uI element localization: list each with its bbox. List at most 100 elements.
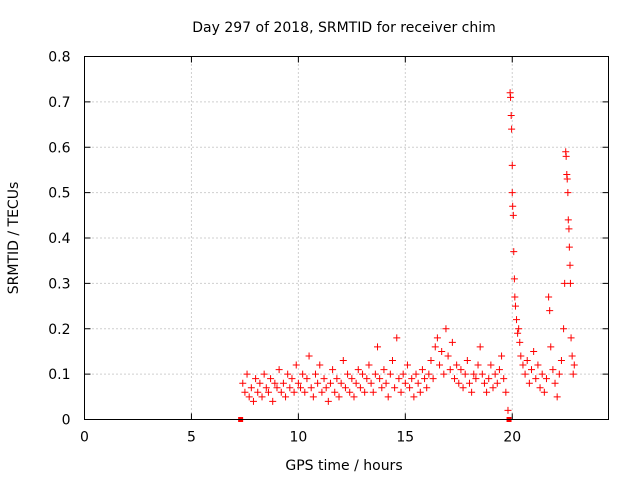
data-point [356, 384, 364, 392]
data-point [288, 375, 296, 383]
data-point [423, 384, 431, 392]
data-point [282, 393, 290, 401]
data-point [444, 352, 452, 360]
data-point [369, 388, 377, 396]
x-tick-label: 0 [80, 430, 89, 446]
data-point [429, 375, 437, 383]
data-point [509, 202, 517, 210]
data-point [470, 370, 478, 378]
data-point [440, 370, 448, 378]
data-point [566, 261, 574, 269]
data-point [567, 334, 575, 342]
data-point [359, 370, 367, 378]
data-points [238, 89, 578, 422]
data-point [546, 307, 554, 315]
data-point [311, 370, 319, 378]
data-point [279, 379, 287, 387]
data-point [388, 357, 396, 365]
data-point [371, 370, 379, 378]
data-point [519, 361, 527, 369]
x-tick-label: 5 [187, 430, 196, 446]
data-point [303, 375, 311, 383]
data-point [410, 393, 418, 401]
data-point [316, 361, 324, 369]
y-tick-label: 0 [62, 413, 71, 429]
data-point [436, 361, 444, 369]
data-point [416, 388, 424, 396]
data-point [570, 361, 578, 369]
data-point [333, 375, 341, 383]
data-point [267, 375, 275, 383]
y-tick-label: 0.4 [48, 231, 70, 247]
data-point [252, 375, 260, 383]
data-point [565, 243, 573, 251]
data-point [305, 352, 313, 360]
data-point [455, 379, 463, 387]
data-point [517, 352, 525, 360]
data-point [249, 397, 257, 405]
data-point [438, 347, 446, 355]
data-point [513, 316, 521, 324]
data-point [468, 388, 476, 396]
data-point [425, 370, 433, 378]
data-point [491, 370, 499, 378]
y-tick-label: 0.5 [48, 186, 70, 202]
data-point [480, 379, 488, 387]
data-point [245, 393, 253, 401]
data-point [507, 111, 515, 119]
data-point [309, 393, 317, 401]
data-point [508, 189, 516, 197]
data-point [433, 334, 441, 342]
data-point [483, 388, 491, 396]
data-point [380, 366, 388, 374]
data-point [318, 388, 326, 396]
data-point [354, 366, 362, 374]
data-point [363, 375, 371, 383]
data-point [500, 375, 508, 383]
data-point [393, 334, 401, 342]
data-point [341, 384, 349, 392]
data-point [382, 379, 390, 387]
data-point [273, 384, 281, 392]
data-point [395, 375, 403, 383]
data-point [337, 379, 345, 387]
data-point [562, 152, 570, 160]
y-tick-label: 0.1 [48, 367, 70, 383]
data-point [378, 384, 386, 392]
data-point [335, 393, 343, 401]
data-point [258, 393, 266, 401]
data-point [538, 370, 546, 378]
plot-frame [84, 56, 609, 420]
data-point [459, 384, 467, 392]
data-point [487, 361, 495, 369]
data-point [292, 361, 300, 369]
data-point [408, 375, 416, 383]
data-point [260, 370, 268, 378]
data-point [510, 248, 518, 256]
data-point [474, 361, 482, 369]
data-point [511, 293, 519, 301]
data-point [489, 384, 497, 392]
data-point [442, 325, 450, 333]
data-point [525, 379, 533, 387]
data-point [451, 375, 459, 383]
data-point [290, 388, 298, 396]
data-point [551, 379, 559, 387]
data-point [528, 366, 536, 374]
data-point [247, 384, 255, 392]
data-point [463, 357, 471, 365]
data-point [502, 388, 510, 396]
data-point [547, 343, 555, 351]
data-point [241, 388, 249, 396]
data-point [329, 366, 337, 374]
data-point [307, 384, 315, 392]
data-point [553, 393, 561, 401]
data-point [352, 379, 360, 387]
data-point [563, 175, 571, 183]
data-point [427, 357, 435, 365]
data-point [324, 397, 332, 405]
data-point [401, 379, 409, 387]
y-tick-label: 0.3 [48, 276, 70, 292]
data-point [569, 370, 577, 378]
